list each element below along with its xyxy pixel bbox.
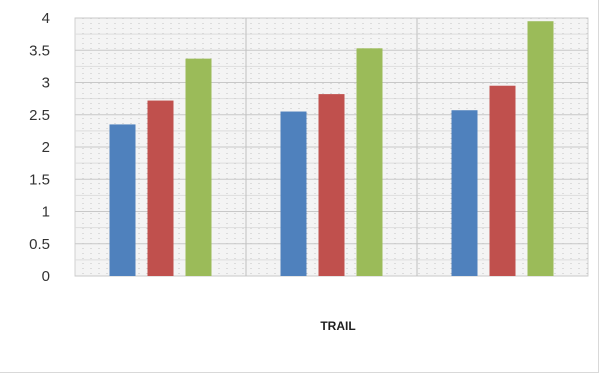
y-tick-label: 3.5 bbox=[29, 42, 50, 59]
y-tick-label: 0.5 bbox=[29, 236, 50, 253]
bars bbox=[109, 21, 554, 277]
x-axis-title: TRAIL bbox=[320, 319, 355, 333]
bar bbox=[318, 94, 345, 276]
y-tick-label: 4 bbox=[42, 10, 50, 27]
bar bbox=[527, 21, 554, 276]
bar bbox=[185, 58, 212, 277]
y-tick-label: 2.5 bbox=[29, 107, 50, 124]
y-tick-label: 1.5 bbox=[29, 171, 50, 188]
bar bbox=[109, 124, 136, 276]
bar bbox=[356, 48, 383, 276]
bar bbox=[451, 110, 478, 276]
bar bbox=[147, 100, 174, 276]
y-tick-label: 2 bbox=[42, 139, 50, 156]
y-tick-label: 1 bbox=[42, 204, 50, 221]
y-tick-label: 3 bbox=[42, 75, 50, 92]
bar bbox=[489, 85, 516, 276]
y-tick-label: 0 bbox=[42, 268, 50, 285]
bar bbox=[280, 111, 307, 277]
y-axis-tick-labels: 0 0.5 1 1.5 2 2.5 3 3.5 4 bbox=[29, 10, 50, 285]
